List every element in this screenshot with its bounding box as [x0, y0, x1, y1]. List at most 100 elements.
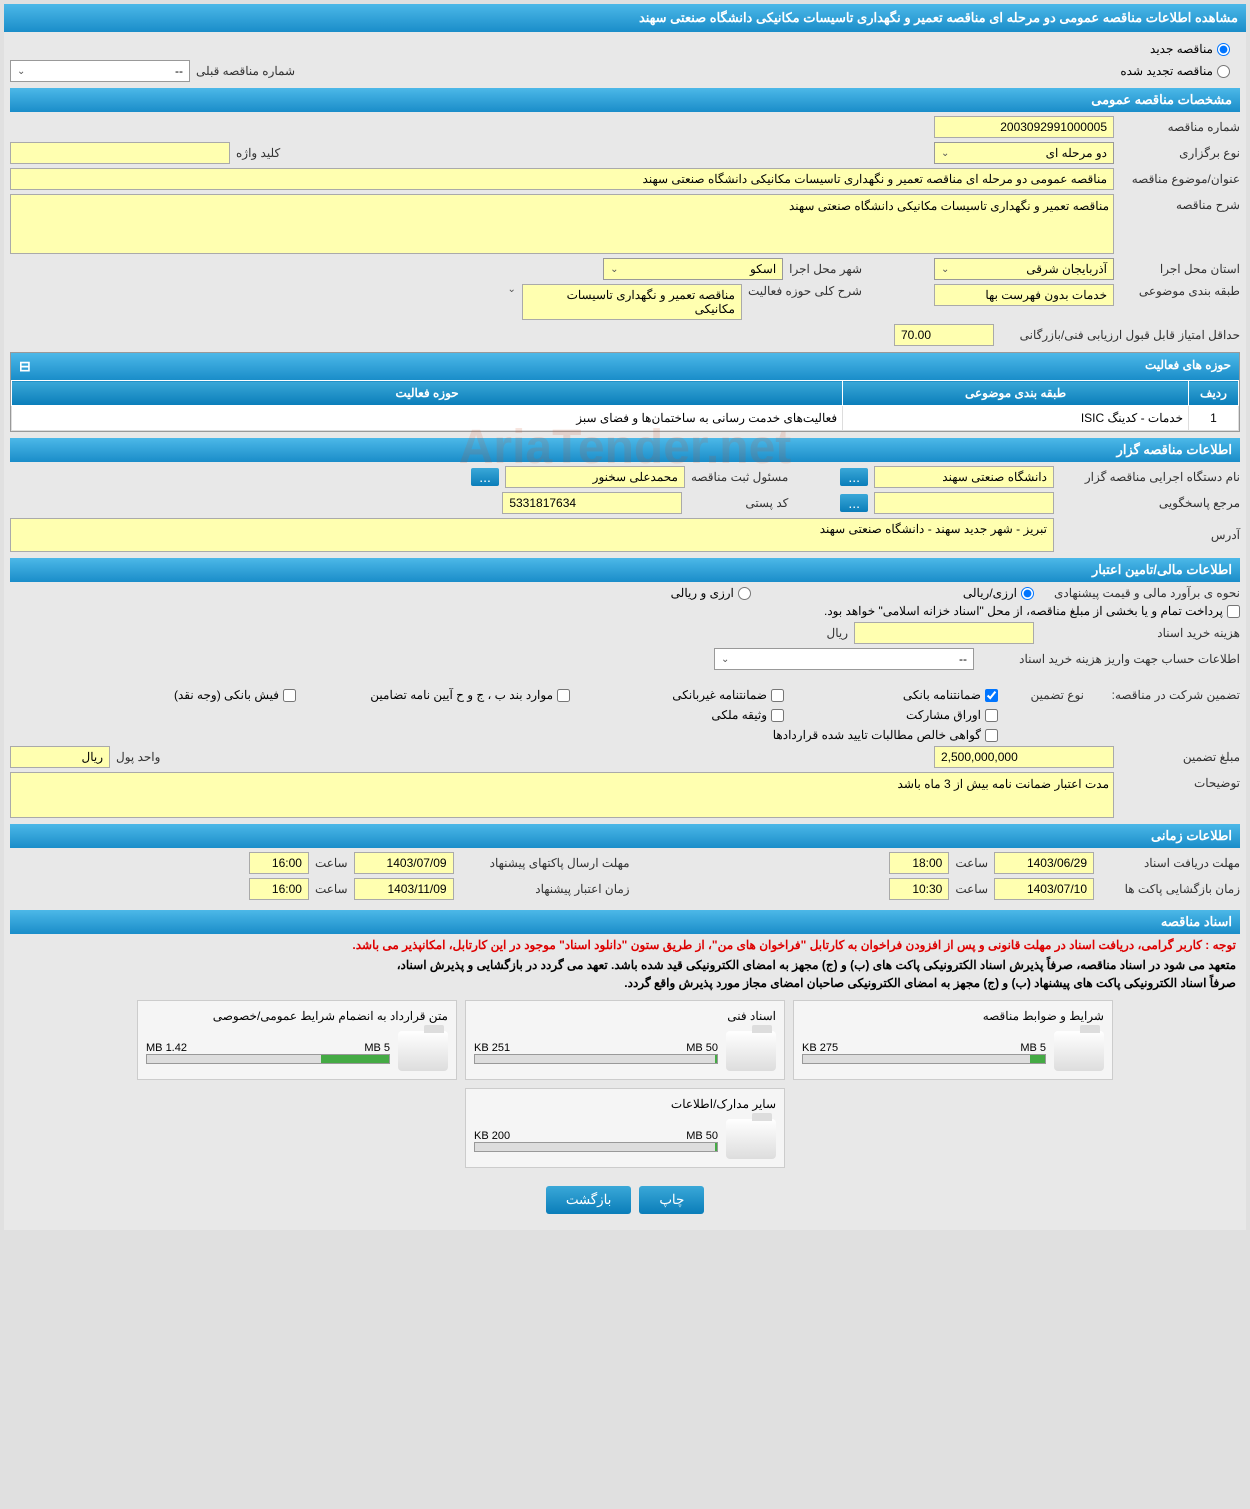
time-label-2: ساعت	[955, 882, 988, 896]
file-used: 200 KB	[474, 1130, 510, 1142]
validity-time[interactable]: 16:00	[249, 878, 309, 900]
amount-field[interactable]: 2,500,000,000	[934, 746, 1114, 768]
file-total: 50 MB	[686, 1130, 718, 1142]
section-timing: اطلاعات زمانی	[10, 824, 1240, 848]
prev-tender-value: --	[175, 64, 183, 78]
exec-lookup-button[interactable]: ...	[840, 468, 868, 486]
postal-field[interactable]: 5331817634	[502, 492, 682, 514]
validity-label: زمان اعتبار پیشنهاد	[460, 882, 630, 896]
print-button[interactable]: چاپ	[639, 1186, 704, 1214]
doc-cost-unit: ریال	[826, 626, 848, 640]
file-title: سایر مدارک/اطلاعات	[474, 1097, 776, 1111]
city-dropdown[interactable]: اسکو ⌄	[603, 258, 783, 280]
progress-bar	[802, 1054, 1046, 1064]
province-label: استان محل اجرا	[1120, 262, 1240, 276]
officer-field: محمدعلی سخنور	[505, 466, 685, 488]
prev-tender-dropdown[interactable]: -- ⌄	[10, 60, 190, 82]
payment-checkbox[interactable]: پرداخت تمام و یا بخشی از مبلغ مناقصه، از…	[824, 604, 1240, 618]
gt-bank[interactable]: ضمانتنامه بانکی	[798, 688, 998, 702]
radio-renewed-label: مناقصه تجدید شده	[1120, 64, 1213, 78]
doc-cost-label: هزینه خرید اسناد	[1040, 626, 1240, 640]
desc-label: شرح مناقصه	[1120, 194, 1240, 212]
radio-fx-input[interactable]	[738, 587, 751, 600]
file-title: اسناد فنی	[474, 1009, 776, 1023]
packet-deadline-label: مهلت ارسال پاکتهای پیشنهاد	[460, 856, 630, 870]
file-card[interactable]: متن قرارداد به انضمام شرایط عمومی/خصوصی …	[137, 1000, 457, 1080]
section-general: مشخصات مناقصه عمومی	[10, 88, 1240, 112]
cell-category: خدمات - کدینگ ISIC	[843, 406, 1189, 431]
address-field[interactable]: تبریز - شهر جدید سهند - دانشگاه صنعتی سه…	[10, 518, 1054, 552]
payment-checkbox-input[interactable]	[1227, 605, 1240, 618]
cell-area: فعالیت‌های خدمت رسانی به ساختمان‌ها و فض…	[12, 406, 843, 431]
doc-deadline-date[interactable]: 1403/06/29	[994, 852, 1094, 874]
radio-rial[interactable]: ارزی/ریالی	[963, 586, 1034, 600]
keyword-field[interactable]	[10, 142, 230, 164]
min-score-field[interactable]: 70.00	[894, 324, 994, 346]
activity-table: حوزه های فعالیت ⊟ ردیف طبقه بندی موضوعی …	[10, 352, 1240, 432]
desc-field[interactable]: مناقصه تعمیر و نگهداری تاسیسات مکانیکی د…	[10, 194, 1114, 254]
gt-property[interactable]: وثیقه ملکی	[524, 708, 784, 722]
progress-bar	[474, 1054, 718, 1064]
keyword-label: کلید واژه	[236, 146, 280, 160]
type-dropdown[interactable]: دو مرحله ای ⌄	[934, 142, 1114, 164]
radio-new-input[interactable]	[1217, 43, 1230, 56]
radio-fx[interactable]: ارزی و ریالی	[671, 586, 751, 600]
gt-cases[interactable]: موارد بند ب ، ج و ح آیین نامه تضامین	[310, 688, 570, 702]
doc-cost-field[interactable]	[854, 622, 1034, 644]
radio-renewed-input[interactable]	[1217, 65, 1230, 78]
officer-lookup-button[interactable]: ...	[471, 468, 499, 486]
city-value: اسکو	[750, 262, 776, 276]
account-label: اطلاعات حساب جهت واریز هزینه خرید اسناد	[980, 652, 1240, 666]
gt-cert[interactable]: گواهی خالص مطالبات تایید شده قراردادها	[24, 728, 998, 742]
province-dropdown[interactable]: آذربایجان شرقی ⌄	[934, 258, 1114, 280]
chevron-down-icon: ⌄	[508, 284, 516, 295]
time-label-3: ساعت	[315, 856, 348, 870]
file-used: 1.42 MB	[146, 1042, 187, 1054]
doc-deadline-time[interactable]: 18:00	[889, 852, 949, 874]
section-organizer: اطلاعات مناقصه گزار	[10, 438, 1240, 462]
file-card[interactable]: اسناد فنی 50 MB 251 KB	[465, 1000, 785, 1080]
gt-bonds[interactable]: اوراق مشارکت	[798, 708, 998, 722]
radio-rial-input[interactable]	[1021, 587, 1034, 600]
responder-lookup-button[interactable]: ...	[840, 494, 868, 512]
responder-field[interactable]	[874, 492, 1054, 514]
guarantee-type-label: نوع تضمین	[1004, 688, 1084, 702]
amount-label: مبلغ تضمین	[1120, 750, 1240, 764]
radio-renewed[interactable]: مناقصه تجدید شده	[1120, 64, 1230, 78]
section-financial: اطلاعات مالی/تامین اعتبار	[10, 558, 1240, 582]
subject-field[interactable]: مناقصه عمومی دو مرحله ای مناقصه تعمیر و …	[10, 168, 1114, 190]
folder-icon	[726, 1119, 776, 1159]
opening-time[interactable]: 10:30	[889, 878, 949, 900]
radio-fx-label: ارزی و ریالی	[671, 586, 734, 600]
currency-label: واحد پول	[116, 750, 160, 764]
notes-label: توضیحات	[1120, 772, 1240, 790]
gt-nonbank[interactable]: ضمانتنامه غیربانکی	[584, 688, 784, 702]
files-grid: شرایط و ضوابط مناقصه 5 MB 275 KB اسناد ف…	[10, 1000, 1240, 1168]
minimize-icon[interactable]: ⊟	[19, 358, 31, 375]
notes-field[interactable]: مدت اعتبار ضمانت نامه بیش از 3 ماه باشد	[10, 772, 1114, 818]
type-value: دو مرحله ای	[1046, 146, 1107, 160]
status-radios: مناقصه جدید	[20, 42, 1230, 56]
progress-bar	[146, 1054, 390, 1064]
chevron-down-icon: ⌄	[941, 148, 949, 159]
gt-cash[interactable]: فیش بانکی (وجه نقد)	[96, 688, 296, 702]
col-category: طبقه بندی موضوعی	[843, 381, 1189, 406]
activity-desc-field[interactable]: مناقصه تعمیر و نگهداری تاسیسات مکانیکی	[522, 284, 742, 320]
file-card[interactable]: شرایط و ضوابط مناقصه 5 MB 275 KB	[793, 1000, 1113, 1080]
col-row: ردیف	[1189, 381, 1239, 406]
account-dropdown[interactable]: -- ⌄	[714, 648, 974, 670]
file-card[interactable]: سایر مدارک/اطلاعات 50 MB 200 KB	[465, 1088, 785, 1168]
radio-new[interactable]: مناقصه جدید	[1150, 42, 1230, 56]
activity-desc-label: شرح کلی حوزه فعالیت	[748, 284, 862, 298]
validity-date[interactable]: 1403/11/09	[354, 878, 454, 900]
number-label: شماره مناقصه	[1120, 120, 1240, 134]
file-title: متن قرارداد به انضمام شرایط عمومی/خصوصی	[146, 1009, 448, 1023]
packet-deadline-time[interactable]: 16:00	[249, 852, 309, 874]
col-area: حوزه فعالیت	[12, 381, 843, 406]
city-label: شهر محل اجرا	[789, 262, 862, 276]
back-button[interactable]: بازگشت	[546, 1186, 632, 1214]
packet-deadline-date[interactable]: 1403/07/09	[354, 852, 454, 874]
payment-note: پرداخت تمام و یا بخشی از مبلغ مناقصه، از…	[824, 604, 1223, 618]
participation-label: تضمین شرکت در مناقصه:	[1090, 688, 1240, 702]
opening-date[interactable]: 1403/07/10	[994, 878, 1094, 900]
